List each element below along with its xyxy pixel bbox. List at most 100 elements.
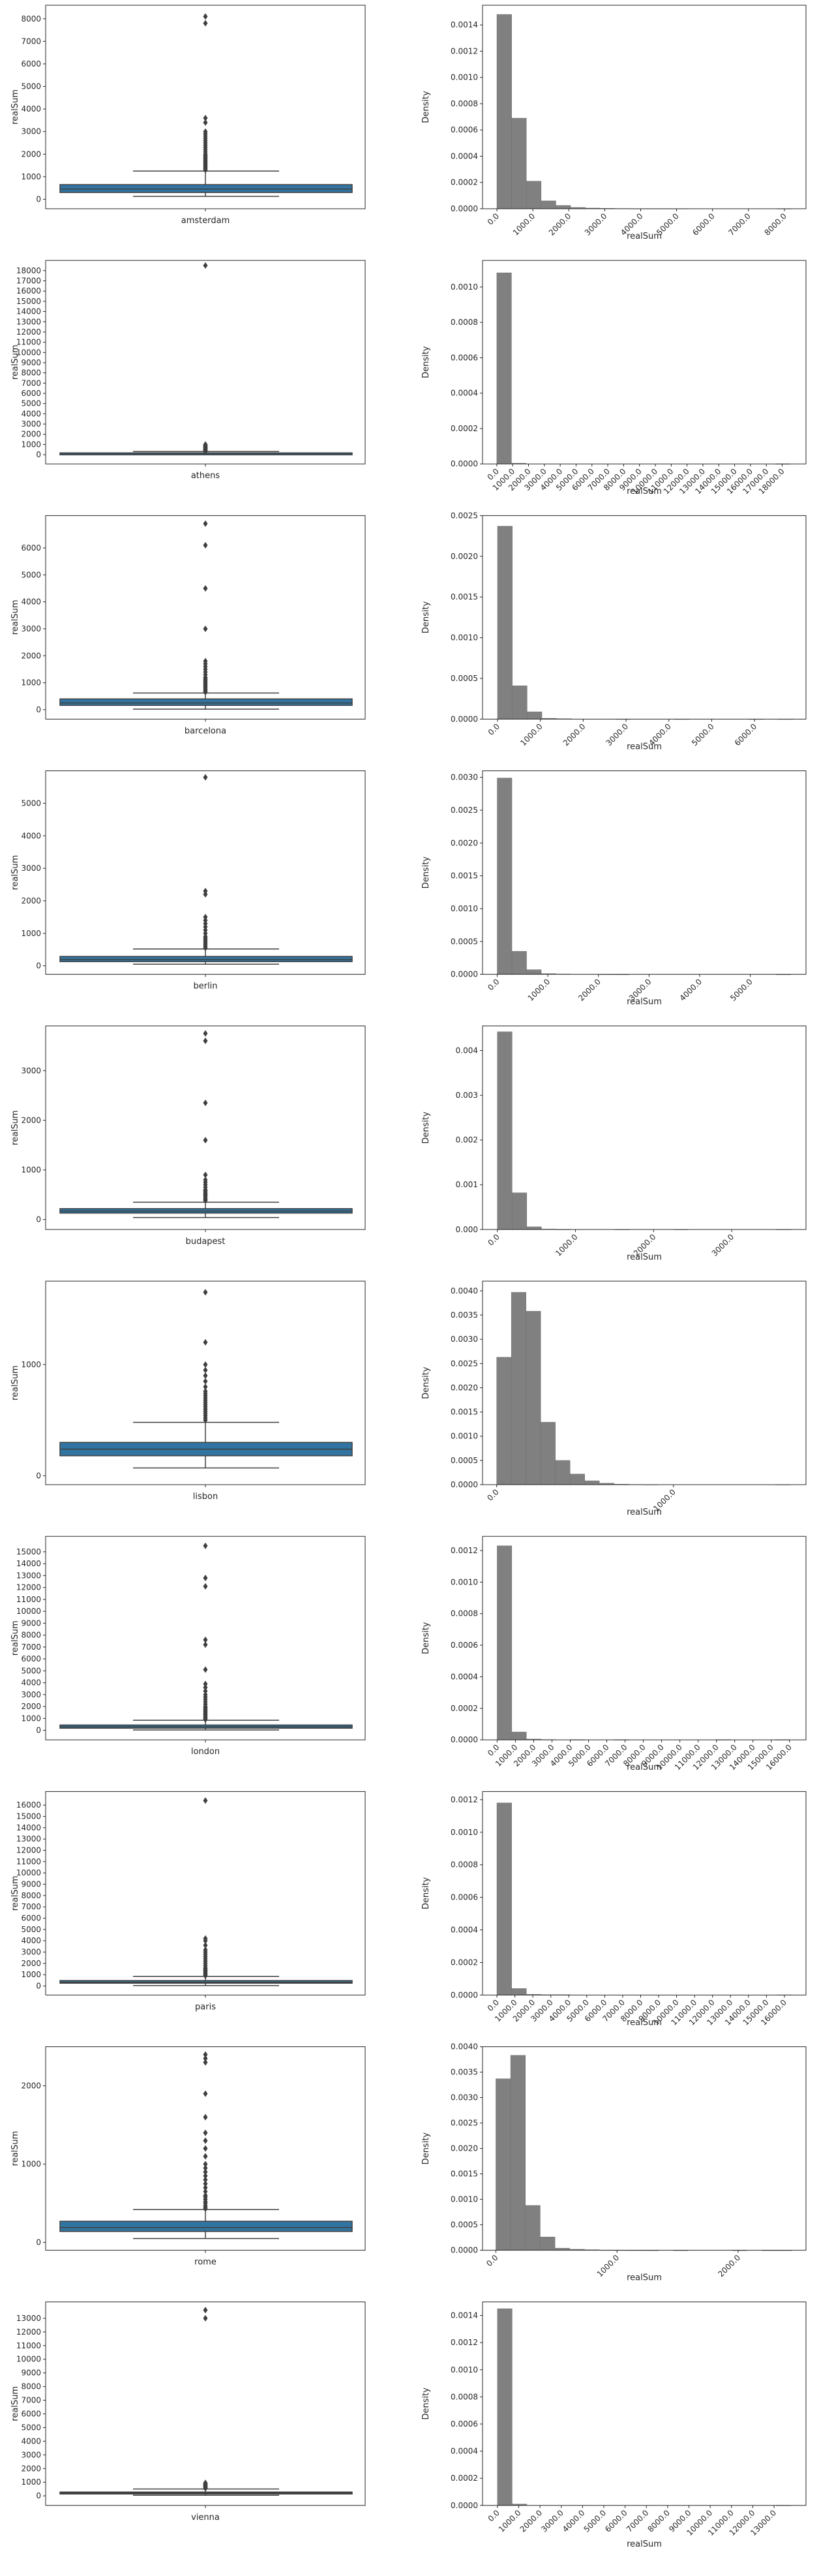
boxplot-paris: 0 1000 2000 3000 4000 5000 6000 7000 8000 9000 100… [10, 1791, 366, 2012]
y-tick-label: 0.0015 [451, 1408, 478, 1417]
y-tick-label: 0 [36, 450, 41, 459]
outlier-point [203, 1942, 208, 1949]
y-tick-label: 7000 [21, 1902, 41, 1911]
y-tick-label: 1000 [21, 1970, 41, 1979]
outlier-point [203, 2145, 208, 2152]
y-tick-label: 15000 [16, 297, 41, 306]
x-tick-label: 5000.0 [690, 722, 716, 748]
outlier-point [203, 2090, 208, 2097]
y-tick-label: 3000 [21, 864, 41, 873]
x-tick-label: barcelona [185, 726, 226, 736]
y-tick-label: 5000 [21, 1666, 41, 1675]
x-axis-label: realSum [627, 487, 662, 496]
boxplot-budapest: 0 1000 2000 3000 realSum budapest [10, 1025, 366, 1247]
y-tick-label: 3000 [21, 1066, 41, 1075]
y-tick-label: 2000 [21, 149, 41, 159]
y-tick-label: 3000 [21, 1948, 41, 1957]
y-tick-label: 0.0005 [451, 2220, 478, 2230]
x-tick-label: 6000.0 [603, 2508, 629, 2534]
histogram-lisbon: 0.00000.00050.00100.00150.00200.00250.00… [421, 1280, 807, 1517]
y-tick-label: 11000 [16, 2341, 41, 2350]
y-tick-label: 0.0020 [451, 838, 478, 847]
x-tick-label: berlin [193, 982, 217, 992]
y-tick-label: 13000 [16, 1571, 41, 1580]
y-tick-label: 2000 [21, 2464, 41, 2473]
boxplot-berlin: 0 1000 2000 3000 4000 5000 realSum berlin [10, 770, 366, 992]
x-tick-label: 0.0 [486, 211, 501, 226]
y-axis-label: Density [421, 856, 431, 889]
y-tick-label: 0.0030 [451, 773, 478, 782]
x-tick-label: 1000.0 [497, 2508, 523, 2534]
y-tick-label: 0.0010 [451, 282, 478, 292]
y-tick-label: 12000 [16, 2327, 41, 2337]
y-tick-label: 0.0004 [451, 2447, 478, 2456]
y-tick-label: 0.0012 [451, 1546, 478, 1555]
y-tick-label: 0.0012 [451, 2338, 478, 2347]
histogram-bar [569, 1474, 585, 1485]
plot-frame [482, 260, 807, 464]
y-tick-label: 0.0008 [451, 318, 478, 327]
x-axis-label: realSum [627, 742, 662, 751]
boxplot-london: 0 1000 2000 3000 4000 5000 6000 7000 8000 9000 100… [10, 1536, 366, 1757]
y-tick-label: 0.0006 [451, 125, 478, 134]
histogram-bar [497, 2308, 513, 2506]
y-tick-label: 7000 [21, 1643, 41, 1652]
y-tick-label: 18000 [16, 266, 41, 275]
y-tick-label: 3000 [21, 2450, 41, 2459]
histogram-bar [496, 272, 512, 464]
plot-frame [482, 1536, 807, 1740]
y-tick-label: 14000 [16, 1823, 41, 1832]
y-tick-label: 0.004 [456, 1046, 478, 1055]
histogram-bar [511, 1731, 527, 1740]
y-tick-label: 0.0025 [451, 1359, 478, 1368]
x-tick-label: 8000.0 [762, 211, 788, 237]
outlier-point [203, 2307, 208, 2314]
histogram-bar [526, 1226, 542, 1230]
y-tick-label: 5000 [21, 570, 41, 579]
x-tick-label: 2000.0 [716, 2253, 742, 2279]
y-tick-label: 9000 [21, 1880, 41, 1889]
y-tick-label: 0.0002 [451, 178, 478, 187]
outlier-point [203, 2114, 208, 2121]
y-axis-label: realSum [10, 1620, 20, 1656]
histogram-bar [527, 711, 543, 720]
outlier-point [203, 262, 208, 269]
y-tick-label: 1000 [21, 678, 41, 688]
outlier-point [203, 1172, 208, 1179]
y-tick-label: 15000 [16, 1812, 41, 1821]
y-tick-label: 0.0010 [451, 1432, 478, 1441]
y-axis-label: realSum [10, 1110, 20, 1145]
y-tick-label: 0.0004 [451, 1926, 478, 1935]
y-tick-label: 16000 [16, 286, 41, 295]
x-tick-label: 0.0 [484, 2253, 499, 2268]
y-tick-label: 1000 [21, 172, 41, 181]
outlier-point [203, 2129, 208, 2136]
y-tick-label: 0.0002 [451, 1704, 478, 1713]
x-tick-label: 7000.0 [625, 2508, 651, 2534]
y-tick-label: 6000 [21, 1914, 41, 1923]
boxplot-rome: 0 1000 2000 realSum rome [10, 2046, 366, 2267]
x-tick-label: 1000.0 [511, 211, 537, 237]
outlier-point [203, 2192, 208, 2199]
y-tick-label: 0.0030 [451, 2093, 478, 2102]
y-tick-label: 5000 [21, 2423, 41, 2432]
histogram-bar [540, 1421, 556, 1485]
outlier-point [203, 1176, 208, 1183]
y-tick-label: 1000 [21, 1714, 41, 1723]
y-tick-label: 0.0008 [451, 99, 478, 108]
histogram-bar [555, 1460, 571, 1485]
histogram-bar [512, 685, 528, 720]
x-tick-label: 1000.0 [595, 2253, 621, 2279]
outlier-point [203, 541, 208, 549]
y-axis-label: realSum [10, 89, 20, 125]
y-tick-label: 0.0002 [451, 1958, 478, 1967]
y-tick-label: 0.0014 [451, 2311, 478, 2320]
y-tick-label: 0.0005 [451, 1456, 478, 1465]
y-tick-label: 9000 [21, 358, 41, 367]
x-tick-label: 7000.0 [726, 211, 752, 237]
y-axis-label: Density [421, 601, 431, 633]
y-axis-label: Density [421, 346, 431, 378]
x-axis-label: realSum [627, 232, 662, 241]
y-tick-label: 0 [36, 194, 41, 204]
